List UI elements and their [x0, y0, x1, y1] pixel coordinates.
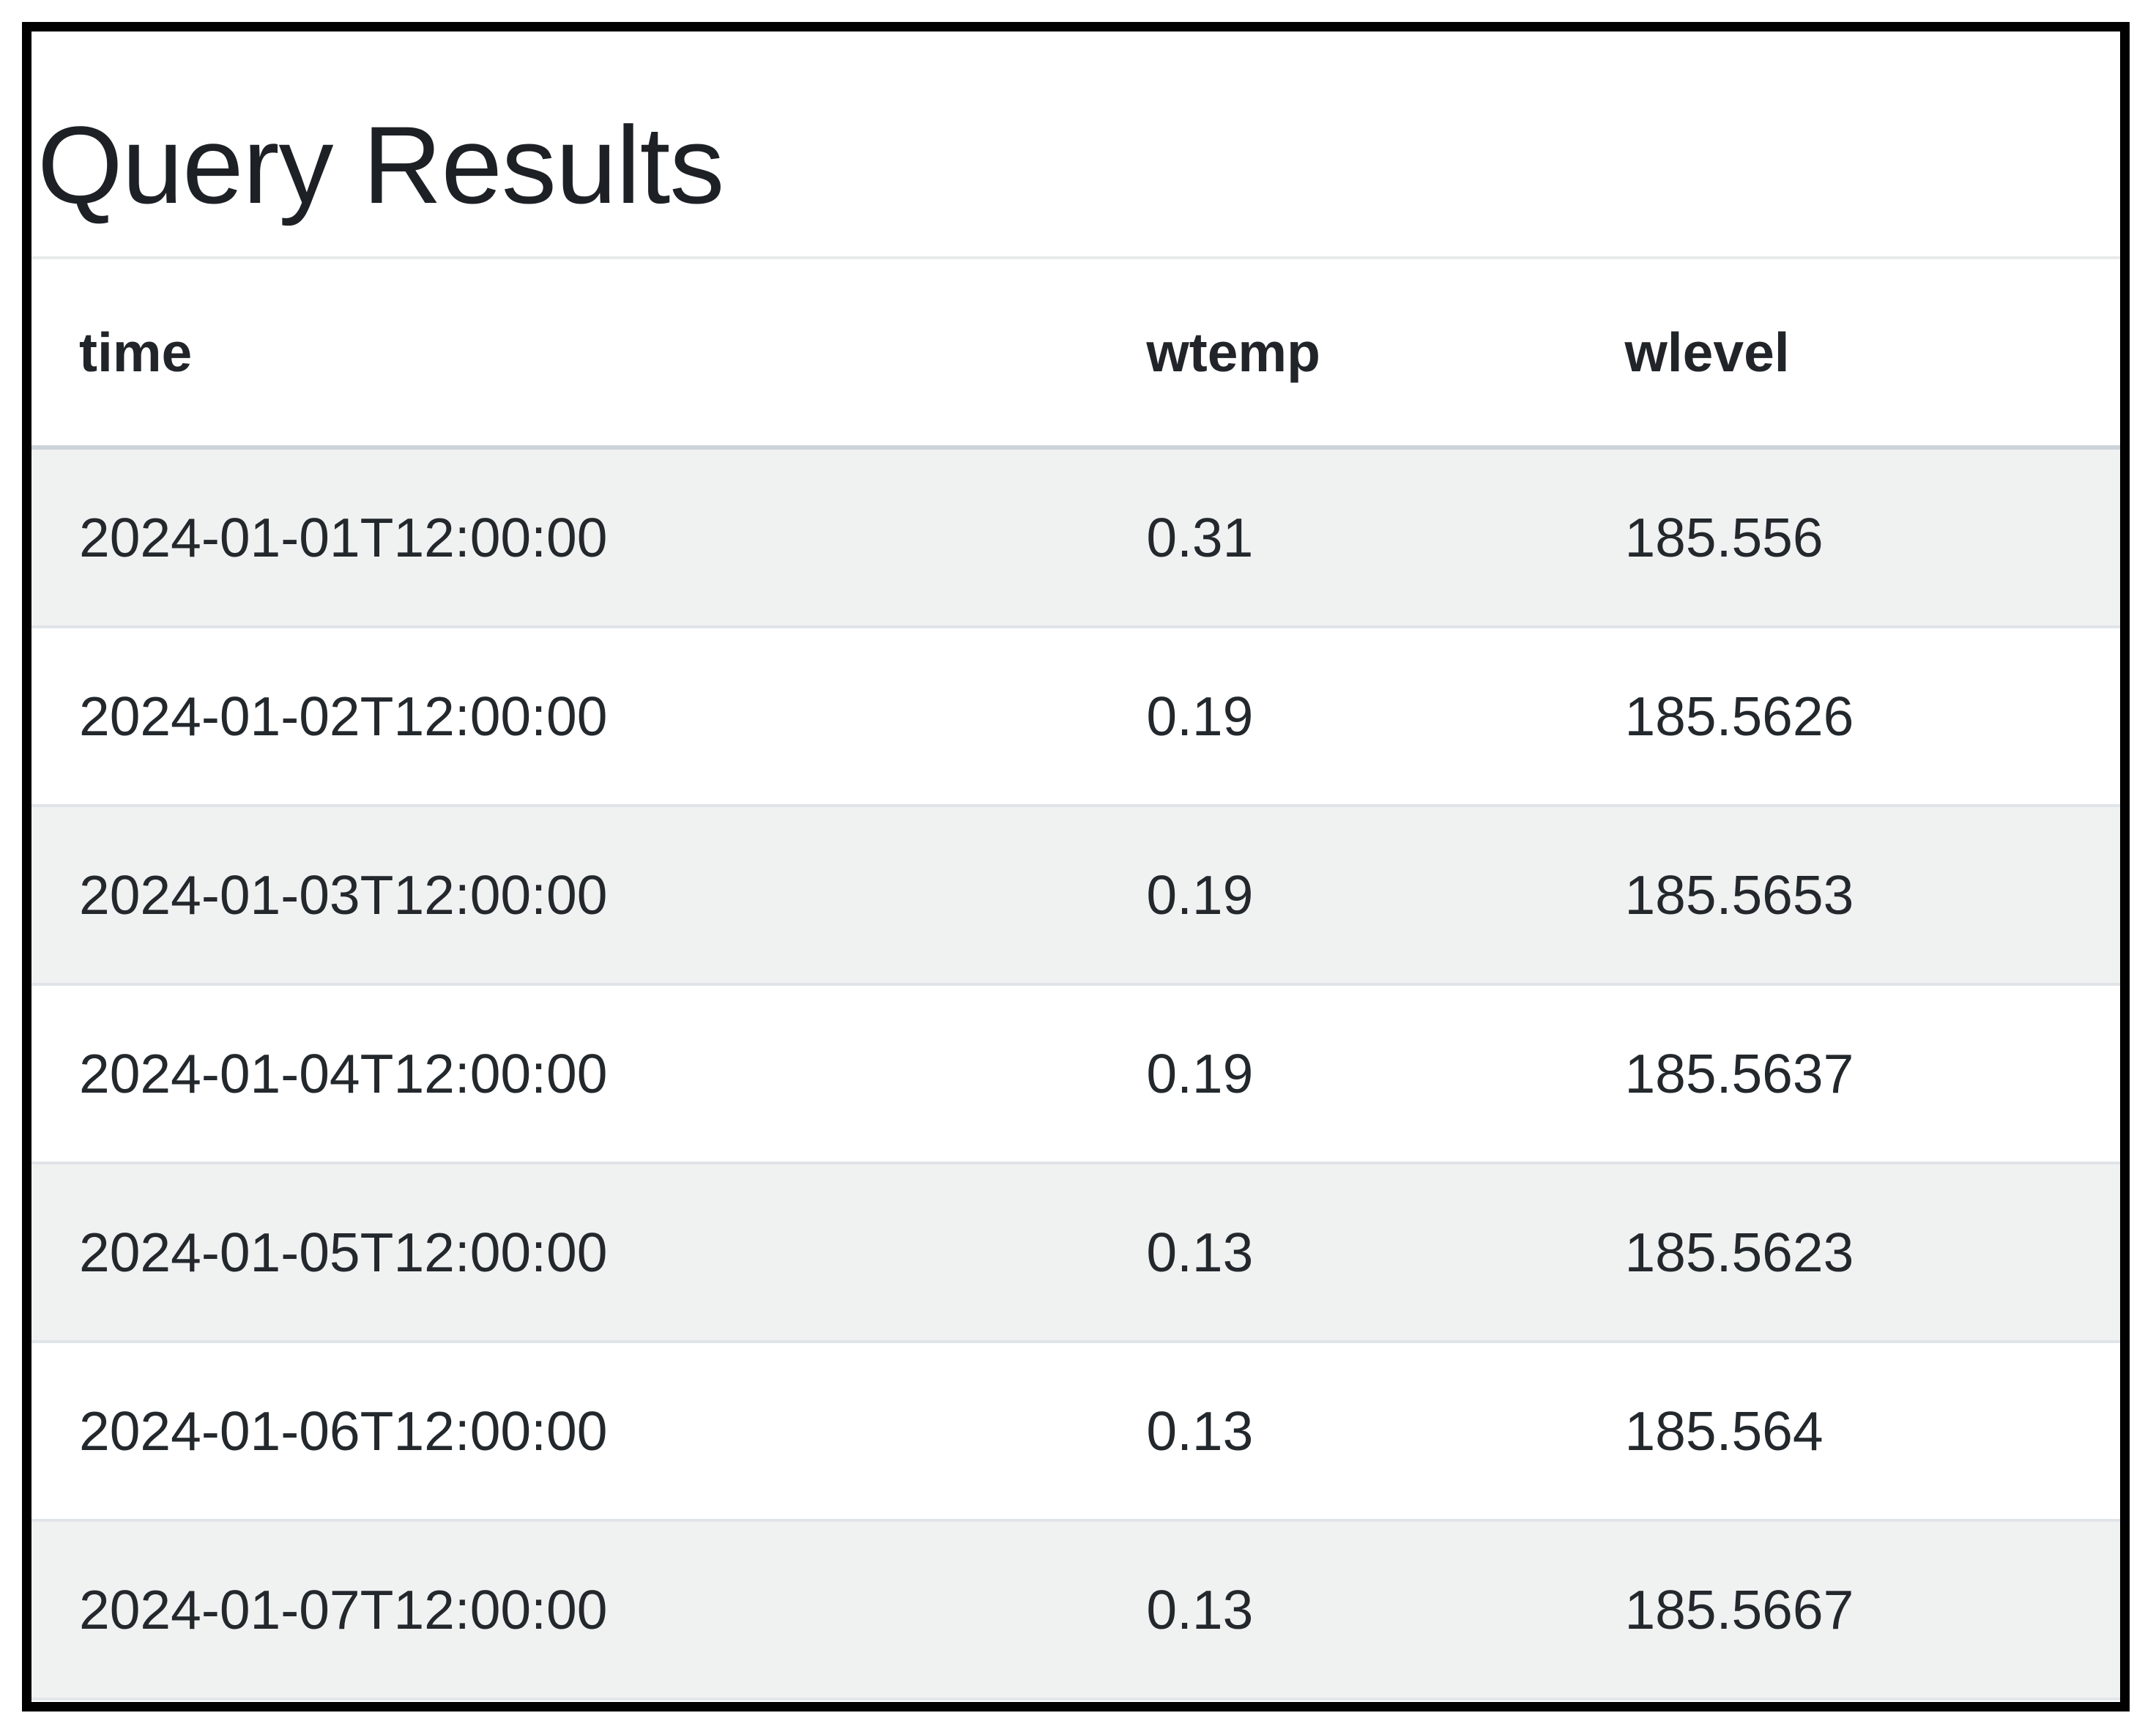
- table-row: 2024-01-05T12:00:00 0.13 185.5623: [31, 1162, 2120, 1342]
- cell-time: 2024-01-03T12:00:00: [31, 804, 1099, 984]
- table-row: 2024-01-03T12:00:00 0.19 185.5653: [31, 804, 2120, 984]
- cell-time: 2024-01-01T12:00:00: [31, 446, 1099, 627]
- cell-time: 2024-01-04T12:00:00: [31, 983, 1099, 1163]
- cell-wlevel: 185.5653: [1577, 804, 2120, 984]
- cell-wtemp: 0.13: [1099, 1340, 1577, 1520]
- cell-wtemp: 0.13: [1099, 1162, 1577, 1342]
- cell-wlevel: 185.5667: [1577, 1519, 2120, 1701]
- cell-time: 2024-01-07T12:00:00: [31, 1519, 1099, 1701]
- cell-wtemp: 0.31: [1099, 446, 1577, 627]
- screenshot-frame: Query Results time wtemp wlevel 2024-01-…: [22, 22, 2130, 1711]
- cell-wlevel: 185.564: [1577, 1340, 2120, 1520]
- column-header-wlevel: wlevel: [1577, 258, 2120, 450]
- table-row: 2024-01-06T12:00:00 0.13 185.564: [31, 1340, 2120, 1520]
- cell-time: 2024-01-05T12:00:00: [31, 1162, 1099, 1342]
- column-header-time: time: [31, 258, 1099, 450]
- query-results-table: time wtemp wlevel 2024-01-01T12:00:00 0.3…: [31, 256, 2120, 1701]
- cell-wtemp: 0.19: [1099, 804, 1577, 984]
- cell-time: 2024-01-02T12:00:00: [31, 625, 1099, 806]
- cell-wtemp: 0.19: [1099, 983, 1577, 1163]
- cell-wtemp: 0.19: [1099, 625, 1577, 806]
- cell-wtemp: 0.13: [1099, 1519, 1577, 1701]
- table-row: 2024-01-07T12:00:00 0.13 185.5667: [31, 1519, 2120, 1701]
- query-results-page: Query Results time wtemp wlevel 2024-01-…: [31, 103, 2120, 1702]
- cell-time: 2024-01-06T12:00:00: [31, 1340, 1099, 1520]
- column-header-wtemp: wtemp: [1099, 258, 1577, 450]
- table-row: 2024-01-04T12:00:00 0.19 185.5637: [31, 983, 2120, 1163]
- table-body: 2024-01-01T12:00:00 0.31 185.556 2024-01-02…: [31, 446, 2120, 1701]
- cell-wlevel: 185.556: [1577, 446, 2120, 627]
- table-row: 2024-01-01T12:00:00 0.31 185.556: [31, 446, 2120, 627]
- page-title: Query Results: [37, 103, 724, 226]
- cell-wlevel: 185.5623: [1577, 1162, 2120, 1342]
- table-header-row: time wtemp wlevel: [31, 258, 2120, 450]
- table-header: time wtemp wlevel: [31, 258, 2120, 450]
- cell-wlevel: 185.5626: [1577, 625, 2120, 806]
- table-row: 2024-01-02T12:00:00 0.19 185.5626: [31, 625, 2120, 806]
- cell-wlevel: 185.5637: [1577, 983, 2120, 1163]
